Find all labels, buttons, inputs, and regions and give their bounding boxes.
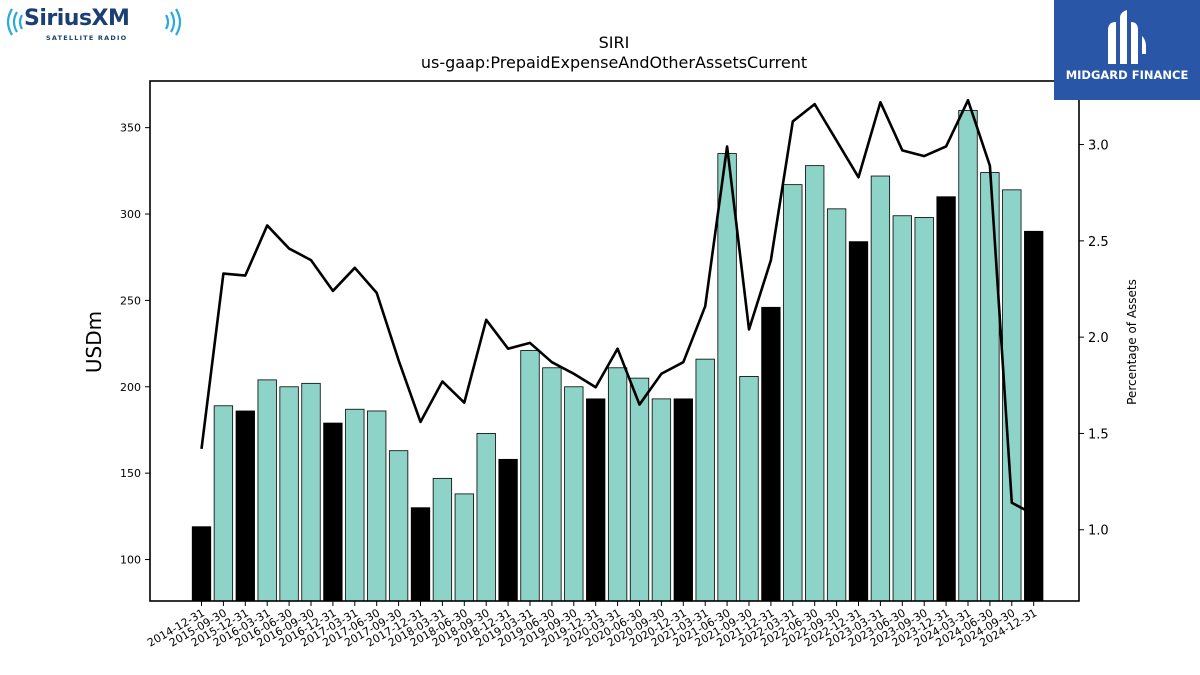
bar-2015-09-30 xyxy=(213,405,234,602)
chart-title: SIRI xyxy=(599,33,630,52)
y-tick-label: 300 xyxy=(120,208,141,221)
y-tick-label: 200 xyxy=(120,381,141,394)
midgard-wordmark: MIDGARD FINANCE xyxy=(1065,68,1189,82)
bar-2022-09-30 xyxy=(826,208,847,602)
bar-2018-06-30 xyxy=(454,493,474,602)
bar-2021-06-30 xyxy=(717,153,737,602)
bar-2019-09-30 xyxy=(564,386,584,602)
y-axis-label: USDm xyxy=(82,311,106,373)
bar-2017-12-31 xyxy=(410,507,431,602)
y2-axis-label: Percentage of Assets xyxy=(1125,279,1139,405)
bar-2022-03-31 xyxy=(783,184,803,602)
bar-2021-09-30 xyxy=(739,376,759,602)
bar-2020-06-30 xyxy=(629,377,650,602)
bar-2016-09-30 xyxy=(301,382,321,602)
bar-2021-12-31 xyxy=(761,306,781,602)
bar-2018-12-31 xyxy=(498,458,518,602)
bar-2016-03-31 xyxy=(257,379,277,602)
y-tick-label: 150 xyxy=(120,467,141,480)
y2-tick-label: 2.5 xyxy=(1088,235,1109,250)
bar-2018-09-30 xyxy=(476,433,496,602)
bar-2023-09-30 xyxy=(914,217,934,602)
bar-2019-03-31 xyxy=(520,350,540,602)
plot-frame xyxy=(149,80,1080,602)
radio-waves-icon xyxy=(6,8,182,36)
bar-2021-03-31 xyxy=(695,358,715,602)
bar-2023-12-31 xyxy=(936,196,956,602)
bar-2020-03-31 xyxy=(607,367,628,602)
bar-2017-09-30 xyxy=(388,450,409,602)
siriusxm-logo: SiriusXM SATELLITE RADIO xyxy=(4,4,184,46)
line-group xyxy=(200,98,1035,516)
y-axis-left: 100 150 200 250 300 350 xyxy=(120,122,150,567)
chart-subtitle: us-gaap:PrepaidExpenseAndOtherAssetsCurr… xyxy=(421,53,807,72)
bar-2024-12-31 xyxy=(1024,230,1044,602)
midgard-finance-logo: MIDGARD FINANCE xyxy=(1054,0,1200,100)
bar-2017-06-30 xyxy=(367,410,387,602)
bar-2017-03-31 xyxy=(345,408,365,602)
bar-2022-06-30 xyxy=(805,165,825,602)
bar-2022-12-31 xyxy=(848,241,869,602)
bar-2020-09-30 xyxy=(651,398,672,602)
y-tick-label: 350 xyxy=(120,122,141,135)
y2-tick-label: 1.5 xyxy=(1088,427,1109,442)
bar-2019-06-30 xyxy=(542,367,562,602)
x-axis: 2014-12-312015-09-302015-12-312016-03-31… xyxy=(145,601,1039,650)
y2-tick-label: 3.0 xyxy=(1088,139,1109,154)
bar-2019-12-31 xyxy=(586,398,606,602)
bar-2018-03-31 xyxy=(432,477,453,602)
y-axis-right: 1.0 1.5 2.0 2.5 3.0 xyxy=(1079,139,1109,539)
bar-2023-03-31 xyxy=(870,175,891,602)
bar-2016-12-31 xyxy=(323,422,343,602)
siriusxm-wordmark: SiriusXM xyxy=(24,6,130,31)
siriusxm-tagline: SATELLITE RADIO xyxy=(46,34,128,42)
bars-group xyxy=(191,109,1044,602)
bar-2020-12-31 xyxy=(673,398,693,602)
y-tick-label: 100 xyxy=(120,554,141,567)
bar-2024-03-31 xyxy=(958,109,978,602)
bar-2016-06-30 xyxy=(279,386,299,602)
midgard-emblem-icon xyxy=(1108,10,1146,64)
bar-2015-12-31 xyxy=(235,410,255,602)
y2-tick-label: 2.0 xyxy=(1088,331,1109,346)
y-tick-label: 250 xyxy=(120,294,141,307)
bar-2024-06-30 xyxy=(980,172,1000,602)
y2-tick-label: 1.0 xyxy=(1088,524,1109,539)
bar-2023-06-30 xyxy=(892,215,912,602)
bar-2014-12-31 xyxy=(191,526,212,602)
